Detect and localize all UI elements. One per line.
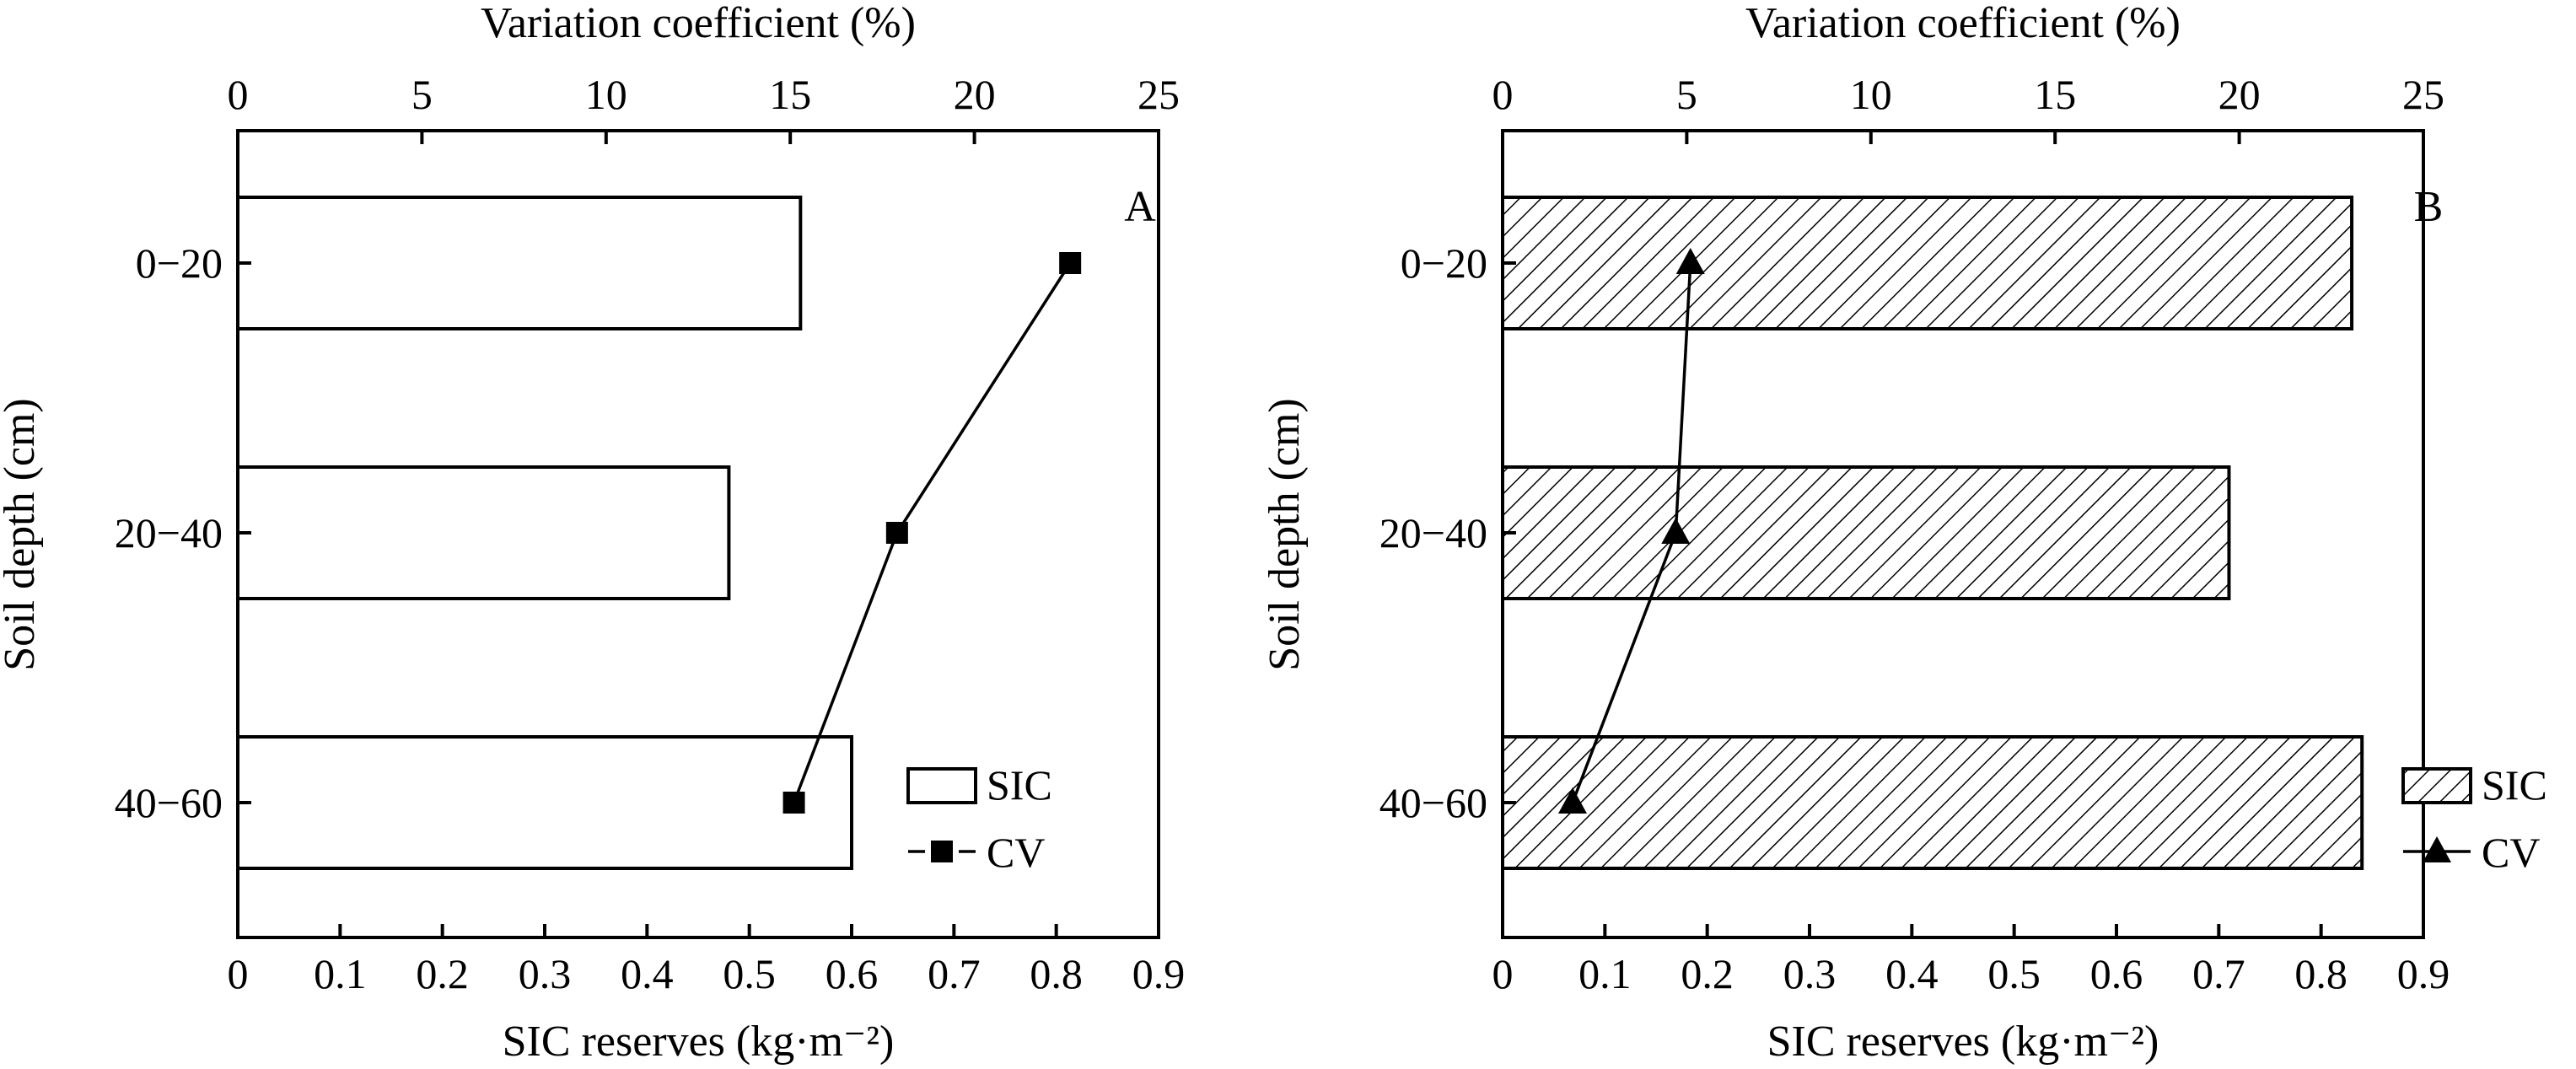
cv-point [1557,787,1587,814]
cv-point [1661,518,1691,544]
y-axis-title: Soil depth (cm) [0,398,44,671]
top-tick-label: 0 [1492,71,1514,118]
sic-bars [236,196,853,870]
sic-bar [1501,465,2231,600]
sic-bar [1501,735,2364,870]
legend-sic-swatch [906,767,977,804]
bottom-tick-label: 0.9 [1132,950,1186,997]
cv-point [1675,248,1705,274]
category-label: 40−60 [115,779,223,826]
top-tick-label: 15 [2034,71,2076,118]
top-tick-label: 20 [2218,71,2261,118]
top-axis-title: Variation coefficient (%) [1745,0,2181,47]
bottom-tick-label: 0.4 [621,950,674,997]
top-tick-label: 10 [585,71,627,118]
top-tick-label: 5 [1676,71,1697,118]
sic-bars [1501,196,2364,870]
top-tick-label: 25 [2402,71,2444,118]
bottom-tick-label: 0.6 [826,950,879,997]
bottom-tick-label: 0.8 [1030,950,1083,997]
legend-sic-label: SIC [987,761,1052,808]
category-label: 0−20 [136,239,223,287]
legend: SIC CV [2401,761,2547,876]
bottom-axis-title: SIC reserves (kg·m⁻²) [1767,1018,2159,1066]
top-axis-title: Variation coefficient (%) [481,0,916,47]
legend-cv-marker [931,841,953,862]
top-tick-label: 10 [1850,71,1892,118]
bottom-tick-label: 0.8 [2294,950,2347,997]
bottom-tick-label: 0.2 [416,950,469,997]
category-axis-ticks: 0−20 20−40 40−60 [115,239,251,826]
bottom-tick-label: 0 [228,950,249,997]
bottom-tick-label: 0.3 [519,950,572,997]
bottom-axis-ticks: 0 0.1 0.2 0.3 0.4 0.5 0.6 0.7 0.8 0.9 [1492,924,2450,997]
cv-series [1557,248,1705,814]
cv-series [782,252,1082,814]
legend-sic-swatch [2401,767,2472,804]
panel-a: 0 0.1 0.2 0.3 0.4 0.5 0.6 0.7 0.8 0.9 0 5 10 15 20 25 … [0,0,1185,1066]
legend-cv-marker [2423,836,2451,862]
category-axis-ticks: 0−20 20−40 40−60 [1379,239,1516,826]
sic-bar [236,196,803,330]
bottom-tick-label: 0.7 [2192,950,2245,997]
cv-point [1059,252,1082,274]
top-tick-label: 20 [954,71,996,118]
legend-cv-label: CV [987,829,1045,876]
top-axis-ticks: 0 5 10 15 20 25 [1492,71,2444,144]
sic-bar [236,465,731,600]
y-axis-title: Soil depth (cm) [1261,398,1309,671]
panel-letter: A [1124,183,1156,231]
bottom-axis-title: SIC reserves (kg·m⁻²) [503,1018,895,1066]
top-axis-ticks: 0 5 10 15 20 25 [228,71,1180,144]
sic-bar [236,735,853,870]
bottom-tick-label: 0.1 [1578,950,1632,997]
bottom-axis-ticks: 0 0.1 0.2 0.3 0.4 0.5 0.6 0.7 0.8 0.9 [228,924,1186,997]
bottom-tick-label: 0.2 [1681,950,1734,997]
bottom-tick-label: 0.1 [314,950,367,997]
category-label: 20−40 [1379,509,1487,556]
bottom-tick-label: 0.6 [2090,950,2143,997]
bottom-tick-label: 0.9 [2397,950,2450,997]
legend-sic-label: SIC [2482,761,2547,808]
legend-cv-label: CV [2482,829,2540,876]
panel-b: 0 0.1 0.2 0.3 0.4 0.5 0.6 0.7 0.8 0.9 0 5 10 15 20 25 … [1261,0,2547,1066]
bottom-tick-label: 0.5 [1987,950,2041,997]
legend: SIC CV [906,761,1052,876]
cv-line [792,262,1072,803]
top-tick-label: 25 [1137,71,1180,118]
category-label: 40−60 [1379,779,1487,826]
sic-bar [1501,196,2354,330]
top-tick-label: 5 [411,71,433,118]
cv-point [782,792,805,814]
category-label: 0−20 [1401,239,1487,287]
bottom-tick-label: 0 [1492,950,1514,997]
bottom-tick-label: 0.3 [1783,950,1837,997]
cv-point [885,522,908,544]
top-tick-label: 15 [769,71,811,118]
panel-letter: B [2414,183,2444,231]
bottom-tick-label: 0.7 [928,950,981,997]
bottom-tick-label: 0.4 [1885,950,1939,997]
bottom-tick-label: 0.5 [723,950,776,997]
top-tick-label: 0 [228,71,249,118]
category-label: 20−40 [115,509,223,556]
